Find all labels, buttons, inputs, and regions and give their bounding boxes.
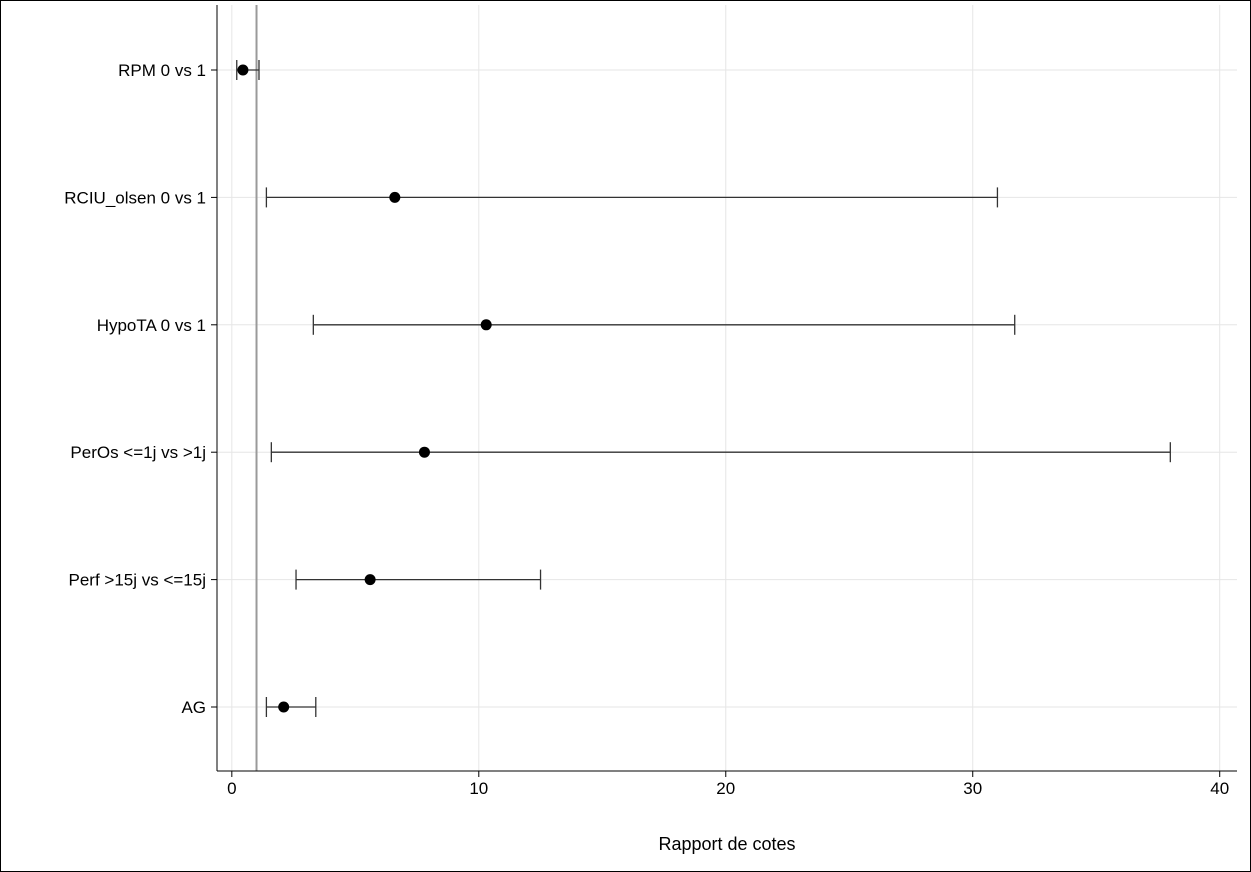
category-label: RCIU_olsen 0 vs 1 (64, 188, 206, 207)
estimate-marker (418, 446, 430, 458)
category-label: HypoTA 0 vs 1 (97, 316, 206, 335)
estimate-marker (480, 319, 492, 331)
x-axis-title: Rapport de cotes (658, 834, 795, 854)
estimate-marker (389, 191, 401, 203)
x-tick-label: 30 (963, 779, 982, 798)
x-tick-label: 0 (227, 779, 236, 798)
category-label: PerOs <=1j vs >1j (70, 443, 206, 462)
estimate-marker (278, 701, 290, 713)
confidence-intervals (236, 60, 1171, 717)
category-label: AG (181, 698, 206, 717)
category-labels: RPM 0 vs 1 RCIU_olsen 0 vs 1 HypoTA 0 vs 1… (64, 61, 206, 717)
x-tick-labels: 0 10 20 30 40 (227, 779, 1229, 798)
x-tick-label: 10 (469, 779, 488, 798)
axes (211, 5, 1237, 777)
x-tick-label: 20 (716, 779, 735, 798)
category-label: Perf >15j vs <=15j (68, 571, 206, 590)
estimate-marker (237, 64, 249, 76)
category-label: RPM 0 vs 1 (118, 61, 206, 80)
estimate-marker (364, 574, 376, 586)
x-tick-label: 40 (1210, 779, 1229, 798)
point-estimates (237, 64, 492, 713)
gridlines (217, 5, 1237, 771)
